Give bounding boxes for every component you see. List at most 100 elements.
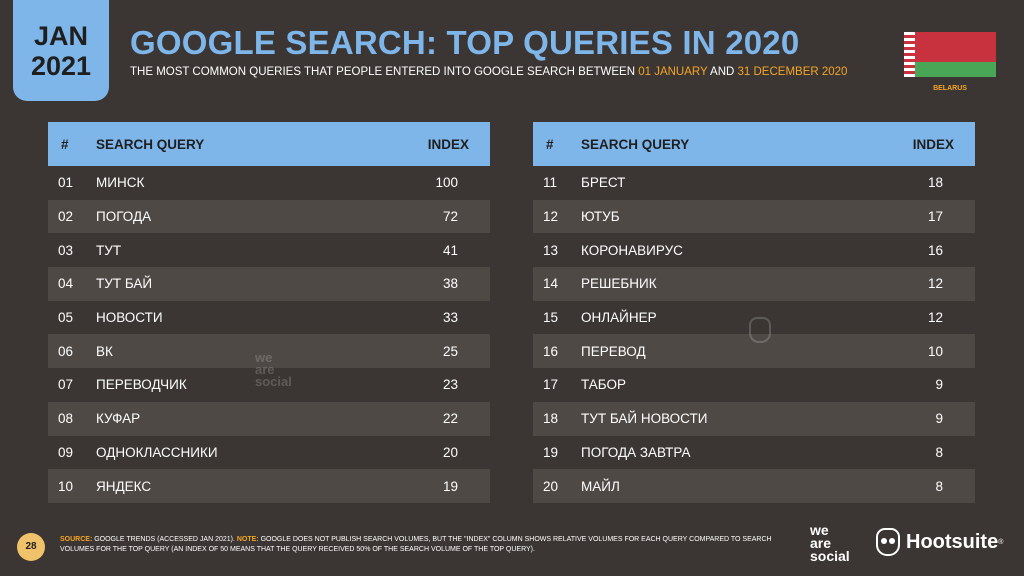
row-index: 16 [927, 242, 943, 258]
row-index: 17 [927, 209, 943, 225]
table-row: 10 ЯНДЕКС 19 [48, 469, 490, 503]
row-num: 07 [58, 377, 74, 393]
row-query: ПОГОДА [96, 209, 152, 225]
row-index: 23 [442, 377, 458, 393]
row-index: 8 [935, 444, 943, 460]
row-num: 02 [58, 209, 74, 225]
row-query: ТУТ [96, 242, 122, 258]
row-query: РЕШЕБНИК [581, 276, 657, 292]
row-num: 05 [58, 310, 74, 326]
row-query: ОНЛАЙНЕР [581, 310, 657, 326]
table-row: 17 ТАБОР 9 [533, 368, 975, 402]
table-row: 03 ТУТ 41 [48, 233, 490, 267]
table-row: 15 ОНЛАЙНЕР 12 [533, 301, 975, 335]
header-index: INDEX [912, 136, 954, 152]
queries-table-left: # SEARCH QUERY INDEX 01 МИНСК 100 02 ПОГОДА 7… [48, 122, 490, 503]
table-row: 11 БРЕСТ 18 [533, 166, 975, 200]
table-row: 04 ТУТ БАЙ 38 [48, 267, 490, 301]
we-are-social-logo: we are social [810, 522, 850, 564]
header-num: # [61, 136, 69, 152]
row-num: 11 [543, 175, 558, 191]
row-index: 9 [935, 411, 943, 427]
hootsuite-owl-watermark-icon [749, 317, 771, 343]
row-index: 12 [927, 310, 943, 326]
table-row: 07 ПЕРЕВОДЧИК 23 [48, 368, 490, 402]
row-num: 10 [58, 478, 74, 494]
row-num: 04 [58, 276, 74, 292]
table-row: 20 МАЙЛ 8 [533, 469, 975, 503]
table-row: 18 ТУТ БАЙ НОВОСТИ 9 [533, 401, 975, 436]
date-badge: JAN 2021 [13, 0, 109, 101]
row-query: КУФАР [96, 411, 141, 427]
row-num: 08 [58, 411, 74, 427]
source-label: SOURCE: [60, 536, 93, 543]
header-num: # [546, 136, 554, 152]
table-row: 01 МИНСК 100 [48, 166, 490, 200]
row-query: ЮТУБ [581, 209, 620, 225]
subtitle-start-date: 01 JANUARY [638, 66, 708, 78]
row-num: 03 [58, 242, 74, 258]
row-num: 14 [543, 276, 559, 292]
table-row: 12 ЮТУБ 17 [533, 199, 975, 234]
row-query: НОВОСТИ [96, 310, 163, 326]
row-index: 100 [435, 175, 458, 191]
row-num: 13 [543, 242, 559, 258]
row-index: 10 [927, 343, 943, 359]
row-query: ПЕРЕВОД [581, 343, 646, 359]
page-title: GOOGLE SEARCH: TOP QUERIES IN 2020 [130, 24, 800, 61]
row-query: ТУТ БАЙ [96, 276, 153, 292]
table-row: 16 ПЕРЕВОД 10 [533, 334, 975, 369]
we-are-social-watermark: we are social [255, 350, 292, 389]
hootsuite-owl-icon [876, 528, 900, 556]
row-query: ЯНДЕКС [96, 478, 152, 494]
row-index: 22 [442, 411, 458, 427]
row-num: 15 [543, 310, 559, 326]
table-header: # SEARCH QUERY INDEX [48, 122, 490, 166]
table-row: 19 ПОГОДА ЗАВТРА 8 [533, 436, 975, 470]
flag-label: BELARUS [933, 85, 967, 92]
header-index: INDEX [427, 136, 469, 152]
subtitle-prefix: THE MOST COMMON QUERIES THAT PEOPLE ENTE… [130, 66, 639, 78]
table-row: 05 НОВОСТИ 33 [48, 301, 490, 335]
row-query: МАЙЛ [581, 478, 620, 494]
note-text: GOOGLE DOES NOT PUBLISH SEARCH VOLUMES, … [60, 536, 772, 553]
page-subtitle: THE MOST COMMON QUERIES THAT PEOPLE ENTE… [130, 66, 847, 78]
row-index: 38 [442, 276, 458, 292]
row-query: ТАБОР [581, 377, 627, 393]
table-row: 09 ОДНОКЛАССНИКИ 20 [48, 436, 490, 470]
table-row: 13 КОРОНАВИРУС 16 [533, 233, 975, 267]
subtitle-middle: AND [707, 66, 738, 78]
row-query: ПОГОДА ЗАВТРА [581, 444, 691, 460]
footer-note: SOURCE: GOOGLE TRENDS (ACCESSED JAN 2021… [60, 535, 790, 555]
row-num: 18 [543, 411, 559, 427]
table-header: # SEARCH QUERY INDEX [533, 122, 975, 166]
row-num: 17 [543, 377, 559, 393]
row-num: 06 [58, 343, 74, 359]
row-index: 8 [935, 478, 943, 494]
row-index: 9 [935, 377, 943, 393]
hootsuite-trademark: ® [998, 538, 1004, 546]
row-num: 01 [58, 175, 74, 191]
header-query: SEARCH QUERY [96, 136, 205, 152]
row-index: 72 [442, 209, 458, 225]
table-row: 14 РЕШЕБНИК 12 [533, 267, 975, 301]
row-num: 16 [543, 343, 559, 359]
row-query: ВК [96, 343, 113, 359]
hootsuite-wordmark: Hootsuite [906, 530, 999, 553]
header-query: SEARCH QUERY [581, 136, 690, 152]
row-query: ОДНОКЛАССНИКИ [96, 444, 218, 460]
queries-table-right: # SEARCH QUERY INDEX 11 БРЕСТ 18 12 ЮТУБ 17 13… [533, 122, 975, 503]
row-index: 25 [442, 343, 458, 359]
row-query: ПЕРЕВОДЧИК [96, 377, 187, 393]
row-index: 18 [927, 175, 943, 191]
date-month: JAN [33, 21, 88, 51]
row-num: 09 [58, 444, 74, 460]
row-index: 19 [442, 478, 458, 494]
row-index: 20 [442, 444, 458, 460]
row-num: 19 [543, 444, 559, 460]
table-row: 08 КУФАР 22 [48, 401, 490, 436]
source-text: GOOGLE TRENDS (ACCESSED JAN 2021). [92, 536, 237, 543]
row-query: МИНСК [96, 175, 145, 191]
row-query: КОРОНАВИРУС [581, 242, 683, 258]
hootsuite-logo: Hootsuite ® [876, 528, 1003, 556]
